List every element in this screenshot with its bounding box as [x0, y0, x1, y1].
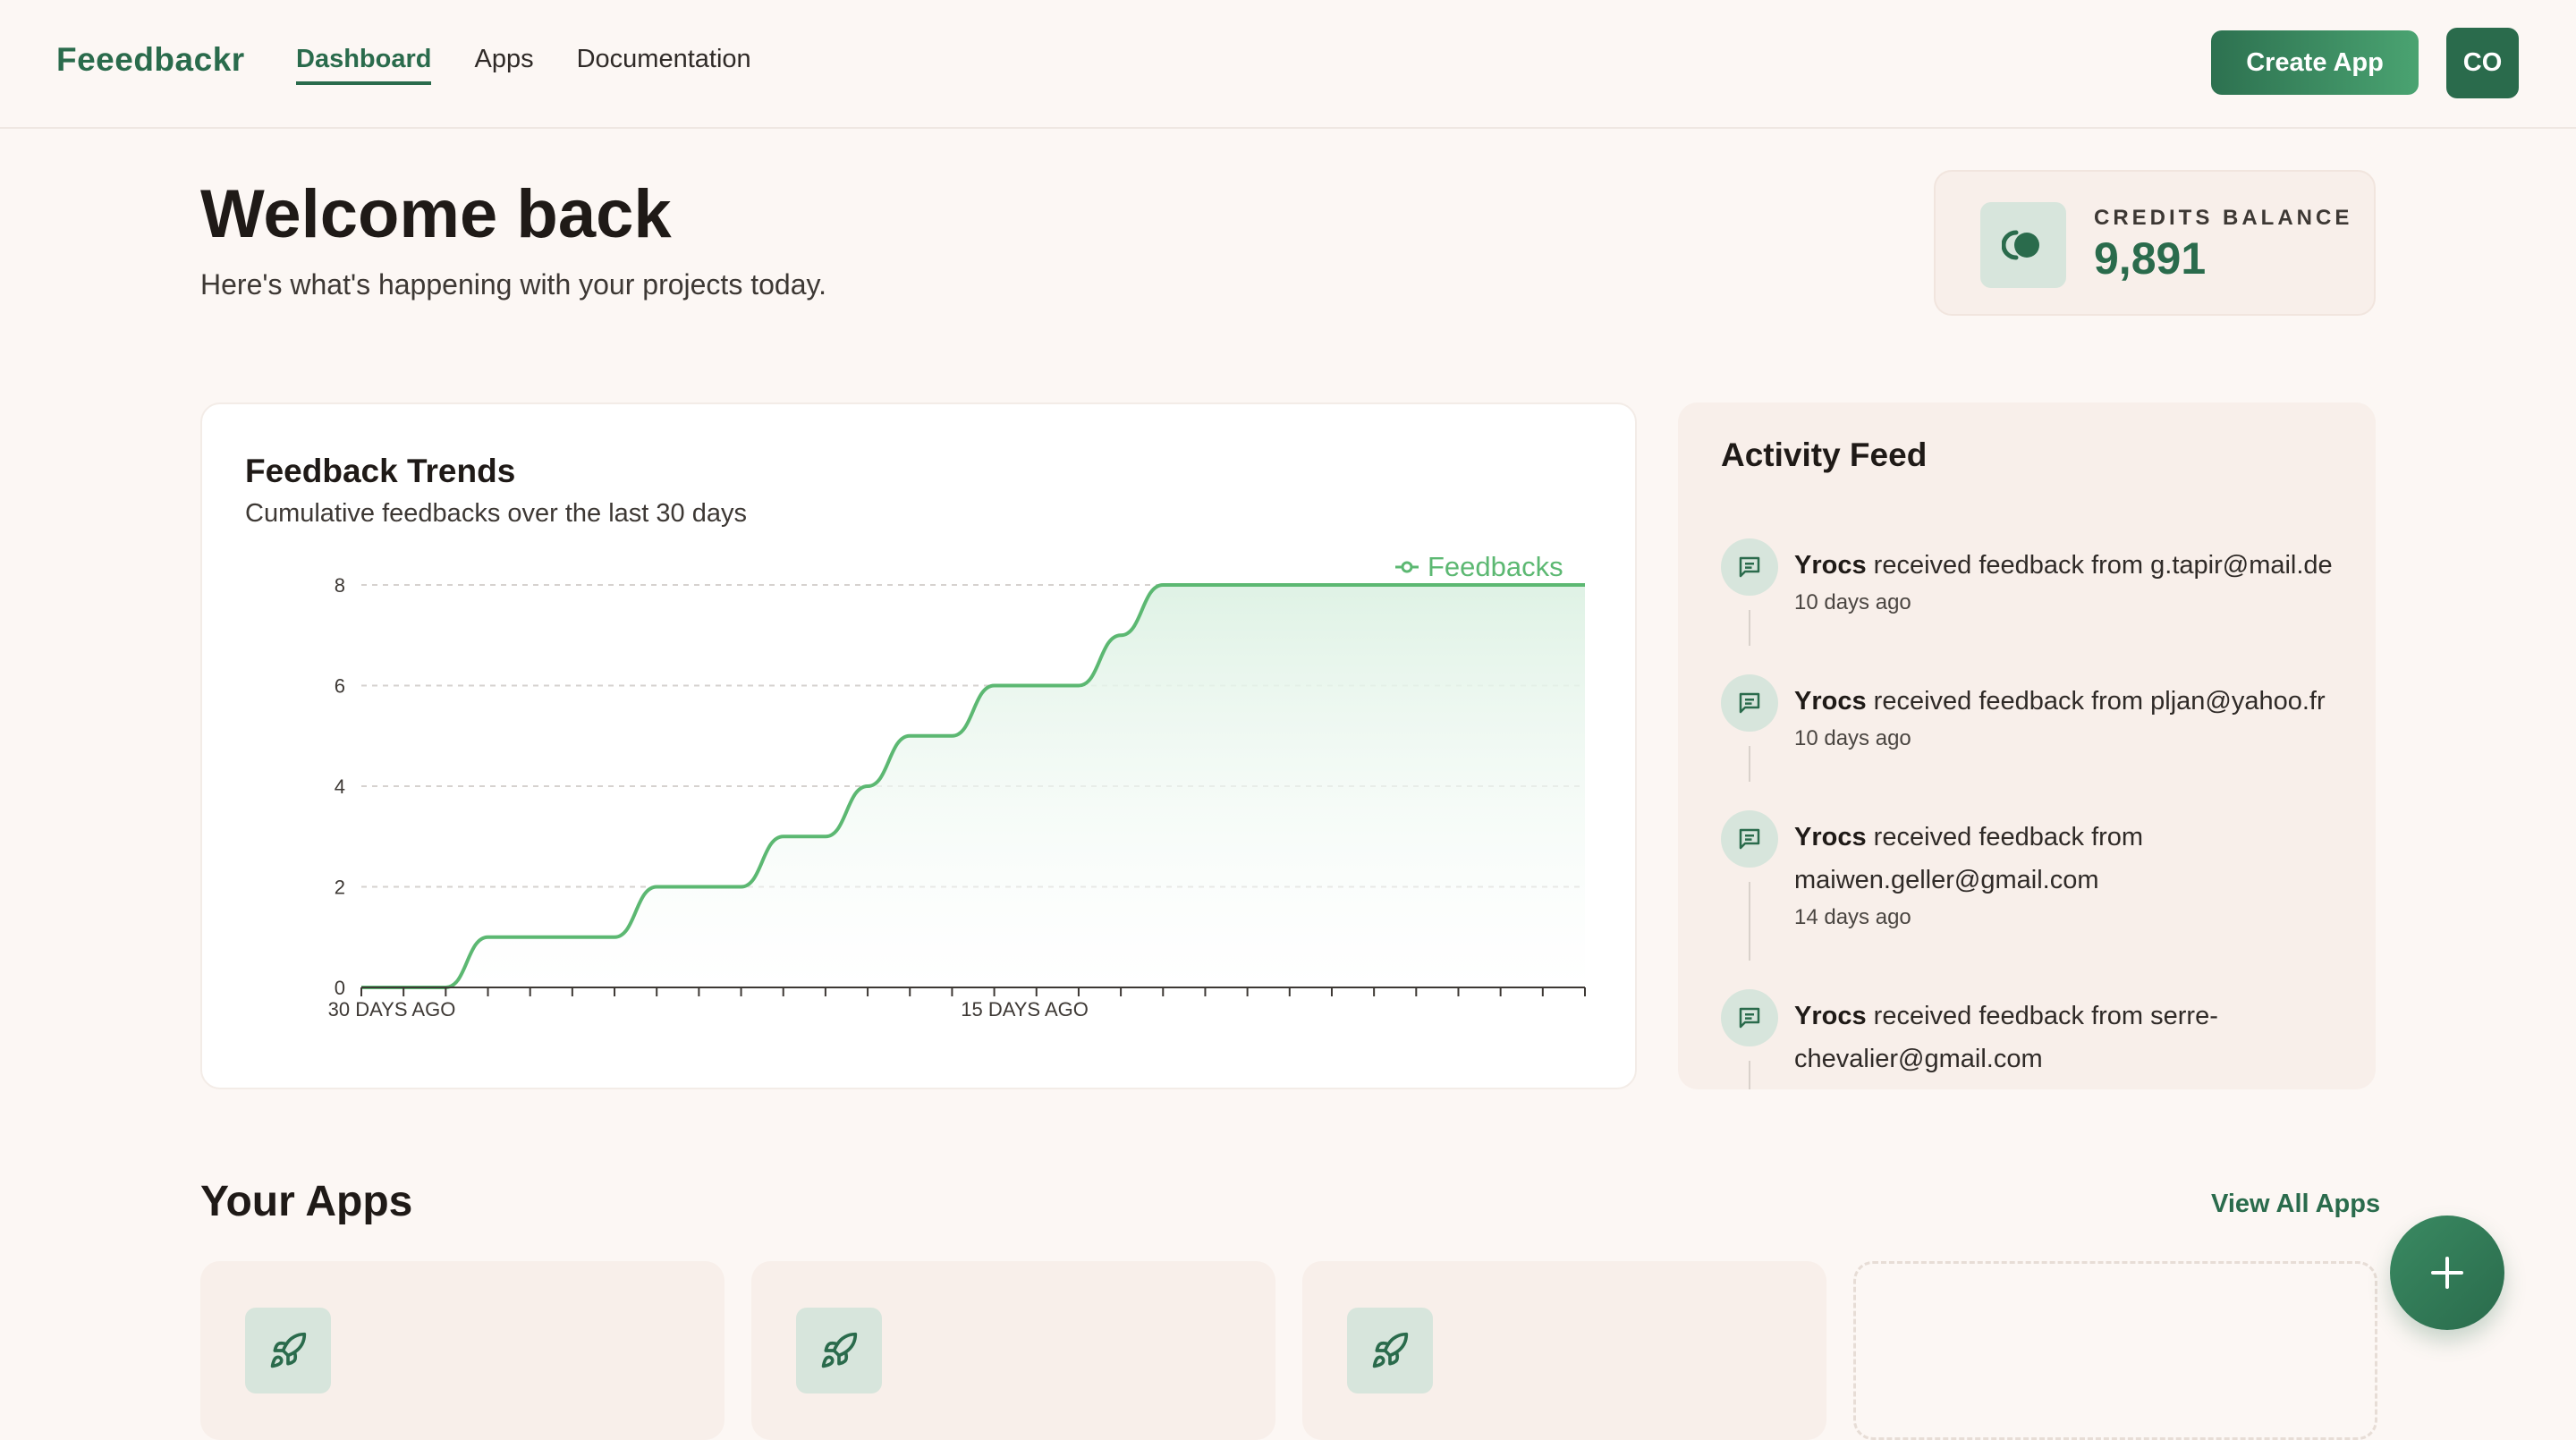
y-tick-label: 8 [335, 574, 345, 597]
page-subtitle: Here's what's happening with your projec… [200, 268, 826, 301]
user-avatar[interactable]: CO [2446, 28, 2519, 98]
credits-value: 9,891 [2094, 233, 2207, 284]
feedback-trends-chart: 0 2 4 6 8 30 DAYS AGO 15 DAYS AGO Feedbacks [328, 551, 1586, 1021]
page-title: Welcome back [200, 176, 672, 252]
your-apps-heading: Your Apps [200, 1178, 413, 1225]
feed-app-name: Yrocs [1794, 1002, 1867, 1030]
activity-feed-card: Activity Feed Yrocs received feedback fr… [1678, 402, 2376, 1089]
new-app-placeholder-card[interactable] [1853, 1261, 2377, 1440]
y-tick-label: 6 [335, 675, 345, 698]
feed-connector [1749, 882, 1750, 961]
feed-time: 14 days ago [1794, 905, 1911, 929]
feed-connector [1749, 610, 1750, 646]
coins-icon [1980, 202, 2066, 288]
trends-title: Feedback Trends [245, 453, 516, 489]
feed-message: received feedback from pljan@yahoo.fr [1866, 687, 2326, 716]
rocket-icon [1347, 1308, 1433, 1393]
nav-apps[interactable]: Apps [474, 45, 534, 73]
create-app-button[interactable]: Create App [2211, 30, 2419, 95]
feed-connector [1749, 1061, 1750, 1089]
feed-app-name: Yrocs [1794, 687, 1867, 716]
y-tick-label: 4 [335, 775, 345, 798]
feed-message: received feedback from maiwen.geller@gma… [1794, 823, 2144, 894]
main-nav: Dashboard Apps Documentation [296, 45, 751, 85]
plus-icon [2431, 1257, 2463, 1289]
credits-balance-card: CREDITS BALANCE 9,891 [1934, 170, 2376, 316]
x-tick-label: 30 DAYS AGO [328, 998, 456, 1021]
brand-logo[interactable]: Feeedbackr [56, 41, 245, 78]
activity-title: Activity Feed [1721, 436, 1928, 473]
message-icon [1721, 538, 1778, 596]
trends-subtitle: Cumulative feedbacks over the last 30 da… [245, 499, 747, 528]
legend-label: Feedbacks [1428, 551, 1563, 582]
app-card[interactable] [751, 1261, 1275, 1440]
y-tick-label: 0 [335, 977, 345, 999]
feed-message: received feedback from serre-chevalier@g… [1794, 1002, 2218, 1073]
feed-text: Yrocs received feedback from serre-cheva… [1794, 995, 2340, 1080]
feed-app-name: Yrocs [1794, 823, 1867, 851]
app-card[interactable] [1302, 1261, 1826, 1440]
view-all-apps-link[interactable]: View All Apps [2211, 1190, 2381, 1218]
feed-text: Yrocs received feedback from maiwen.gell… [1794, 816, 2340, 902]
legend-marker [1401, 561, 1413, 573]
rocket-icon [796, 1308, 882, 1393]
feed-connector [1749, 746, 1750, 782]
feed-time: 10 days ago [1794, 590, 1911, 614]
feedback-trends-card: Feedback Trends Cumulative feedbacks ove… [200, 402, 1637, 1089]
floating-add-button[interactable] [2390, 1216, 2504, 1330]
credits-label: CREDITS BALANCE [2094, 206, 2353, 230]
feed-message: received feedback from g.tapir@mail.de [1866, 551, 2333, 580]
rocket-icon [245, 1308, 331, 1393]
y-tick-label: 2 [335, 877, 345, 899]
nav-dashboard[interactable]: Dashboard [296, 45, 432, 85]
message-icon [1721, 810, 1778, 868]
top-navbar: Feeedbackr Dashboard Apps Documentation … [0, 0, 2576, 129]
message-icon [1721, 989, 1778, 1046]
feed-app-name: Yrocs [1794, 551, 1867, 580]
nav-documentation[interactable]: Documentation [576, 45, 751, 73]
x-tick-label: 15 DAYS AGO [961, 998, 1089, 1021]
feed-text: Yrocs received feedback from g.tapir@mai… [1794, 544, 2340, 587]
feed-text: Yrocs received feedback from pljan@yahoo… [1794, 680, 2340, 723]
feed-time: 10 days ago [1794, 726, 1911, 750]
app-card[interactable] [200, 1261, 724, 1440]
series-line-feedbacks [361, 583, 1585, 989]
message-icon [1721, 674, 1778, 732]
